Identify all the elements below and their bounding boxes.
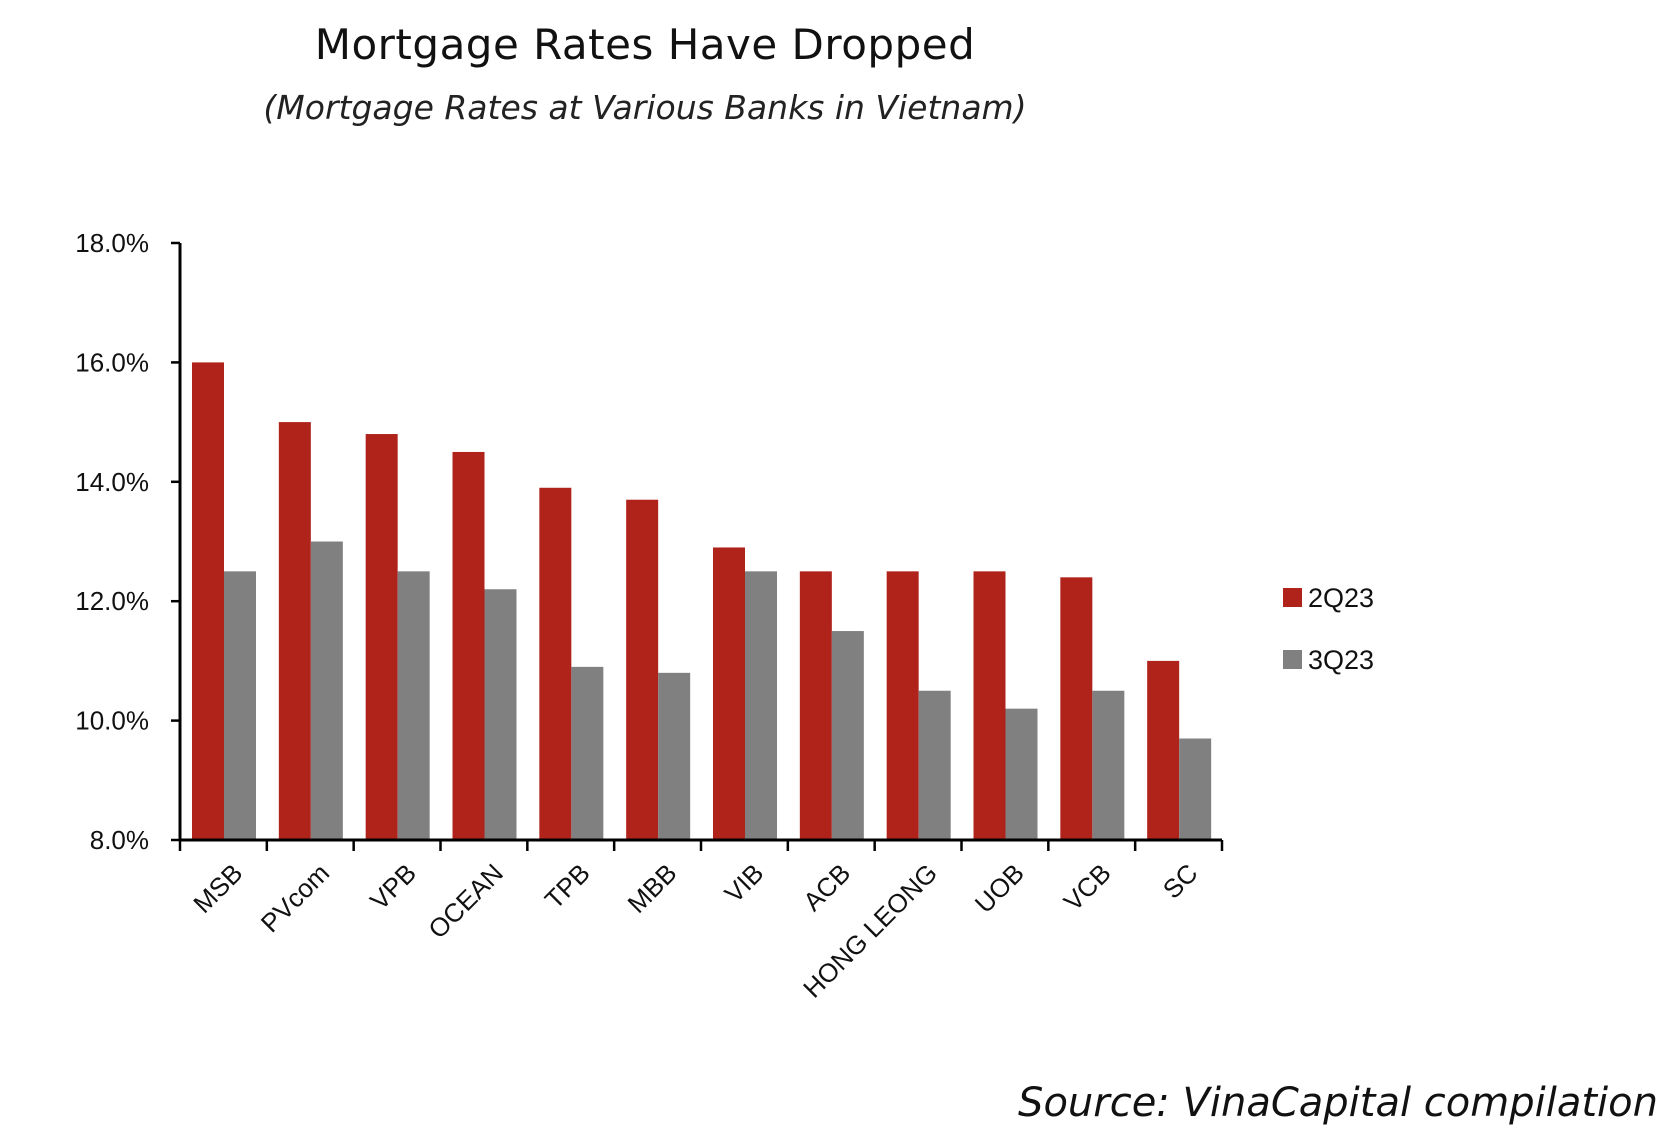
bars-group <box>192 362 1212 840</box>
bar-2q23-acb <box>799 571 832 840</box>
bar-2q23-uob <box>973 571 1006 840</box>
bar-3q23-vib <box>745 571 777 840</box>
bar-3q23-hong-leong <box>918 690 951 840</box>
bar-3q23-mbb <box>658 672 691 840</box>
bar-3q23-acb <box>831 631 864 840</box>
x-category-label: UOB <box>969 858 1030 919</box>
bar-3q23-sc <box>1179 738 1212 840</box>
x-category-label: TPB <box>539 858 596 915</box>
bar-3q23-pvcom <box>310 541 343 840</box>
bar-2q23-vpb <box>365 434 398 840</box>
y-tick-label: 10.0% <box>75 706 149 736</box>
chart-title: Mortgage Rates Have Dropped <box>314 20 976 69</box>
bar-2q23-msb <box>192 362 224 840</box>
bar-2q23-sc <box>1147 660 1180 840</box>
x-category-label: SC <box>1157 858 1204 905</box>
bar-3q23-vpb <box>397 571 430 840</box>
bar-3q23-tpb <box>571 666 604 840</box>
y-tick-label: 18.0% <box>75 228 149 258</box>
bar-2q23-ocean <box>452 451 485 840</box>
legend-label-2q23: 2Q23 <box>1308 583 1374 613</box>
bar-2q23-hong-leong <box>886 571 919 840</box>
bar-3q23-vcb <box>1092 690 1125 840</box>
x-category-label: VPB <box>364 858 422 916</box>
bar-3q23-uob <box>1005 708 1038 840</box>
x-category-label: OCEAN <box>422 858 509 945</box>
x-category-label: ACB <box>797 858 856 917</box>
bar-2q23-mbb <box>626 499 659 840</box>
y-axis: 8.0% 10.0% 12.0% 14.0% 16.0% 18.0% <box>75 228 182 855</box>
legend-label-3q23: 3Q23 <box>1308 645 1374 675</box>
bar-2q23-tpb <box>539 487 572 840</box>
x-category-label: VCB <box>1058 858 1117 917</box>
bar-2q23-pvcom <box>278 422 311 840</box>
chart-subtitle: (Mortgage Rates at Various Banks in Viet… <box>263 88 1027 127</box>
y-tick-label: 12.0% <box>75 586 149 616</box>
y-tick-label: 16.0% <box>75 347 149 377</box>
y-tick-label: 14.0% <box>75 467 149 497</box>
x-category-label: MSB <box>187 858 248 919</box>
x-category-label: PVcom <box>255 858 335 938</box>
bar-2q23-vib <box>713 547 745 840</box>
legend-swatch-3q23 <box>1283 650 1302 669</box>
legend-swatch-2q23 <box>1283 588 1302 607</box>
source-note: Source: VinaCapital compilation <box>1018 1080 1658 1126</box>
bar-3q23-msb <box>224 571 256 840</box>
bar-3q23-ocean <box>484 589 517 840</box>
x-category-label: VIB <box>719 858 770 909</box>
x-category-label: MBB <box>621 858 682 919</box>
legend: 2Q23 3Q23 <box>1283 583 1374 675</box>
bar-2q23-vcb <box>1060 577 1093 840</box>
y-tick-label: 8.0% <box>90 825 149 855</box>
